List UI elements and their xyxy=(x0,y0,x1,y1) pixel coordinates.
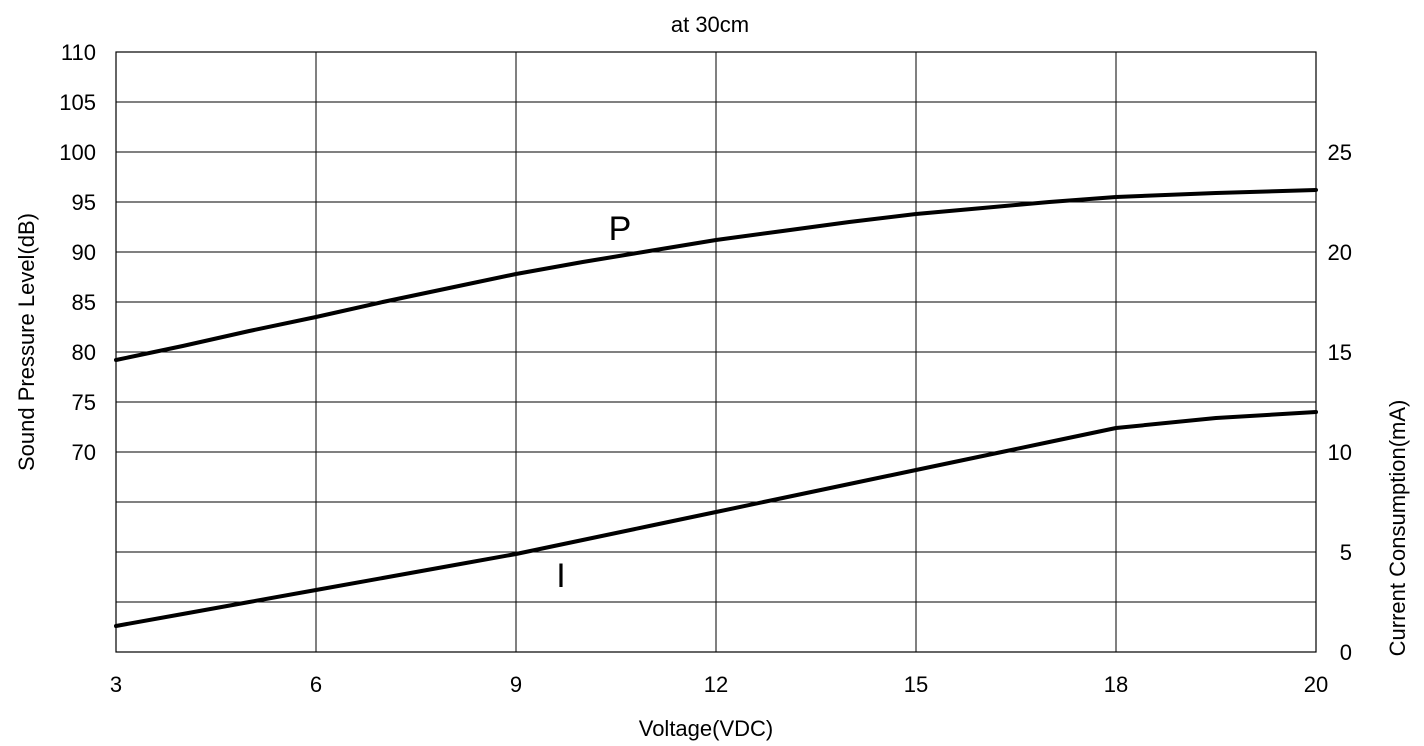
x-tick-label: 20 xyxy=(1304,672,1328,697)
y-right-tick-label: 0 xyxy=(1340,640,1352,665)
y-left-tick-label: 70 xyxy=(72,440,96,465)
y-left-tick-label: 75 xyxy=(72,390,96,415)
x-axis-label: Voltage(VDC) xyxy=(639,716,774,741)
y-right-tick-labels: 0 5 10 15 20 25 xyxy=(1328,140,1352,665)
series-line-p xyxy=(114,188,1318,362)
y-left-tick-label: 95 xyxy=(72,190,96,215)
series-line-i xyxy=(114,410,1318,628)
series-label-p: P xyxy=(609,210,632,248)
x-tick-label: 15 xyxy=(904,672,928,697)
y-left-tick-label: 110 xyxy=(61,40,96,65)
y-left-axis-label: Sound Pressure Level(dB) xyxy=(14,213,39,471)
y-left-tick-label: 105 xyxy=(59,90,96,115)
series-label-i: I xyxy=(556,557,565,595)
grid-lines xyxy=(115,52,1317,652)
y-left-tick-label: 85 xyxy=(72,290,96,315)
x-tick-label: 9 xyxy=(510,672,522,697)
y-left-tick-label: 100 xyxy=(59,140,96,165)
x-tick-labels: 3 6 9 12 15 18 20 xyxy=(110,672,1328,697)
chart-title: at 30cm xyxy=(671,12,749,37)
x-tick-label: 18 xyxy=(1104,672,1128,697)
plot-frame xyxy=(115,51,1317,653)
y-left-tick-label: 90 xyxy=(72,240,96,265)
x-tick-label: 12 xyxy=(704,672,728,697)
y-left-tick-label: 80 xyxy=(72,340,96,365)
y-right-tick-label: 15 xyxy=(1328,340,1352,365)
y-right-tick-label: 20 xyxy=(1328,240,1352,265)
series-lines xyxy=(114,188,1318,628)
y-right-tick-label: 25 xyxy=(1328,140,1352,165)
y-right-axis-label: Current Consumption(mA) xyxy=(1385,400,1410,657)
y-left-tick-labels: 70 75 80 85 90 95 100 105 110 xyxy=(59,40,96,465)
x-tick-label: 6 xyxy=(310,672,322,697)
y-right-tick-label: 10 xyxy=(1328,440,1352,465)
x-tick-label: 3 xyxy=(110,672,122,697)
y-right-tick-label: 5 xyxy=(1340,540,1352,565)
